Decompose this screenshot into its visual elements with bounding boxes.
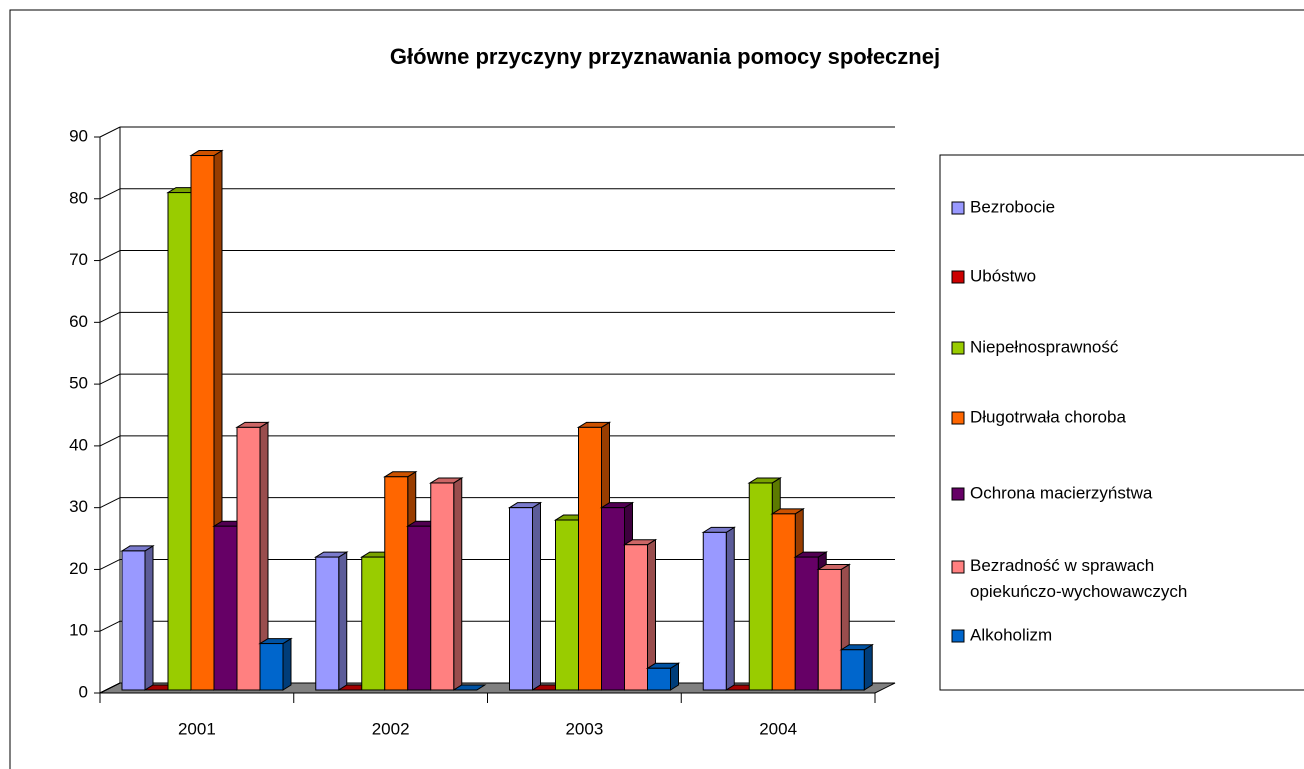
bar (507, 501, 543, 691)
y-tick-label: 70 (69, 250, 88, 269)
bar-face (338, 551, 348, 691)
y-tick-label: 30 (69, 497, 88, 516)
bar-face (144, 545, 154, 691)
legend-label-line: opiekuńczo-wychowawczych (970, 582, 1187, 601)
legend-swatch (951, 411, 965, 425)
bar-face (863, 643, 873, 691)
grid-line (99, 250, 121, 262)
bar-face (702, 531, 727, 691)
bar-face (624, 544, 648, 691)
bar-face (315, 556, 340, 691)
bar (258, 637, 293, 691)
bar (452, 684, 487, 691)
legend-label: Ubóstwo (970, 266, 1036, 285)
x-tick-label: 2002 (372, 719, 410, 738)
grid-line (99, 435, 121, 447)
legend-label: Alkoholizm (970, 625, 1052, 644)
grid-line (99, 311, 121, 323)
bar-face (213, 525, 238, 691)
bar-face (840, 649, 865, 691)
bar (839, 643, 874, 691)
bar-face (748, 482, 773, 691)
y-tick-label: 60 (69, 312, 88, 331)
bar-face (121, 550, 146, 691)
bar-face (794, 556, 819, 691)
legend-label: Bezrobocie (970, 197, 1055, 216)
bar (235, 421, 270, 691)
legend-swatch (951, 341, 965, 355)
bar (701, 526, 736, 691)
bar-face (190, 155, 215, 691)
legend-swatch (951, 487, 965, 501)
legend-label: Długotrwała choroba (970, 407, 1126, 426)
y-tick-label: 20 (69, 559, 88, 578)
legend-label: Bezradność w sprawach opiekuńczo-wychowaw… (970, 556, 1187, 601)
legend-label-line: Bezradność w sprawach (970, 556, 1154, 575)
grid-line (99, 620, 121, 632)
legend-swatch (951, 560, 965, 574)
bar-face (167, 192, 192, 691)
bar (120, 545, 155, 691)
grid-line (99, 558, 121, 570)
y-tick-label: 50 (69, 374, 88, 393)
bar-face (259, 643, 284, 691)
grid-line (99, 682, 121, 694)
bar (622, 538, 658, 691)
bar-face (282, 637, 292, 691)
bar-face (555, 519, 579, 691)
bar-face (578, 426, 602, 691)
legend-swatch (951, 629, 965, 643)
legend-label: Ochrona macierzyństwa (970, 483, 1153, 502)
bar-face (601, 507, 625, 691)
legend-swatch (951, 201, 965, 215)
bar-face (452, 684, 487, 691)
bar (314, 551, 349, 691)
y-tick-label: 80 (69, 188, 88, 207)
bar-face (509, 507, 533, 691)
bar-face (407, 525, 432, 691)
legend-label: Niepełnosprawność (970, 337, 1119, 356)
x-tick-label: 2001 (178, 719, 216, 738)
x-tick-label: 2004 (759, 719, 797, 738)
bar-face (384, 476, 409, 691)
bar-face (361, 556, 386, 691)
bar-face (532, 501, 541, 691)
bar-face (725, 526, 735, 691)
grid-line (99, 497, 121, 509)
bar (645, 662, 681, 691)
bar-face (453, 477, 463, 691)
bar-face (817, 568, 842, 691)
chart-title: Główne przyczyny przyznawania pomocy spo… (390, 44, 940, 69)
bar (429, 477, 464, 691)
grid-line (99, 188, 121, 200)
y-tick-label: 0 (79, 682, 88, 701)
grid-line (99, 373, 121, 385)
x-tick-label: 2003 (565, 719, 603, 738)
bar-face (771, 513, 796, 691)
y-tick-label: 40 (69, 435, 88, 454)
bar-face (430, 482, 455, 691)
bar-face (236, 426, 261, 691)
y-tick-label: 90 (69, 126, 88, 145)
bar-face (647, 667, 671, 691)
legend-swatch (951, 270, 965, 284)
grid-line (99, 126, 121, 138)
y-tick-label: 10 (69, 621, 88, 640)
legend-box (939, 154, 1304, 691)
